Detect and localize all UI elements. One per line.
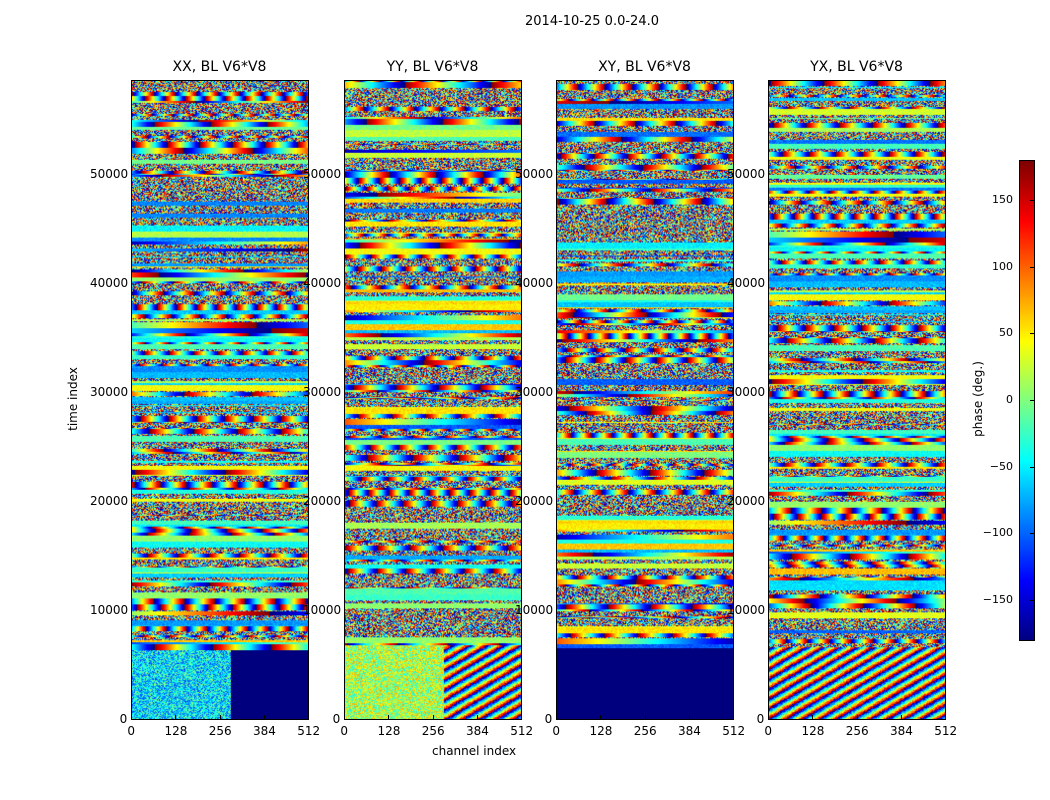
x-tick-label: 256 bbox=[421, 724, 445, 738]
x-tick-label: 128 bbox=[377, 724, 401, 738]
heatmap-panel-xx bbox=[131, 80, 309, 720]
x-tick-label: 512 bbox=[722, 724, 746, 738]
x-tick-mark bbox=[308, 715, 309, 719]
x-tick-mark bbox=[521, 715, 522, 719]
x-tick-label: 256 bbox=[845, 724, 869, 738]
y-tick-label: 30000 bbox=[90, 384, 129, 399]
x-tick-mark bbox=[432, 715, 434, 719]
heatmap-panel-yy bbox=[344, 80, 522, 720]
x-tick-mark bbox=[219, 715, 221, 719]
y-tick-label: 30000 bbox=[727, 384, 766, 399]
y-tick-label: 0 bbox=[332, 712, 341, 726]
figure-title: 2014-10-25 0.0-24.0 bbox=[525, 14, 659, 29]
y-tick-label: 50000 bbox=[90, 166, 129, 181]
y-tick-label: 10000 bbox=[303, 602, 342, 617]
y-tick-label: 10000 bbox=[90, 602, 129, 617]
x-tick-mark bbox=[263, 715, 265, 719]
y-tick-label: 0 bbox=[119, 712, 128, 726]
colorbar-tick-mark bbox=[1030, 466, 1034, 468]
panel-title: YX, BL V6*V8 bbox=[810, 59, 903, 75]
x-tick-mark bbox=[131, 715, 132, 719]
x-tick-mark bbox=[688, 715, 690, 719]
x-tick-label: 512 bbox=[934, 724, 958, 738]
x-tick-label: 256 bbox=[208, 724, 232, 738]
panel-title: XY, BL V6*V8 bbox=[598, 59, 691, 75]
colorbar-tick-mark bbox=[1030, 200, 1034, 201]
colorbar-tick-label: 150 bbox=[992, 193, 1013, 206]
heatmap-panel-yx bbox=[768, 80, 946, 720]
y-tick-label: 20000 bbox=[515, 493, 554, 508]
x-tick-mark bbox=[388, 715, 390, 719]
x-tick-label: 384 bbox=[465, 724, 489, 738]
y-axis-label: time index bbox=[66, 367, 80, 431]
x-tick-label: 512 bbox=[297, 724, 321, 738]
x-tick-label: 128 bbox=[801, 724, 825, 738]
x-tick-label: 512 bbox=[510, 724, 534, 738]
colorbar-tick-label: −50 bbox=[989, 459, 1013, 473]
colorbar-tick-mark bbox=[1030, 400, 1034, 401]
y-tick-label: 10000 bbox=[727, 602, 766, 617]
x-tick-label: 384 bbox=[889, 724, 913, 738]
colorbar-tick-label: −150 bbox=[982, 593, 1013, 606]
y-tick-label: 20000 bbox=[727, 493, 766, 508]
x-tick-mark bbox=[812, 715, 814, 719]
panel-title: XX, BL V6*V8 bbox=[172, 59, 267, 75]
x-tick-mark bbox=[344, 715, 345, 719]
y-tick-label: 20000 bbox=[303, 493, 342, 508]
x-tick-mark bbox=[600, 715, 602, 719]
colorbar-label: phase (deg.) bbox=[971, 361, 985, 437]
x-tick-mark bbox=[945, 715, 946, 719]
y-tick-label: 40000 bbox=[303, 275, 342, 290]
x-tick-mark bbox=[768, 715, 769, 719]
x-tick-label: 0 bbox=[764, 724, 773, 738]
x-tick-label: 0 bbox=[127, 724, 136, 738]
x-tick-mark bbox=[733, 715, 734, 719]
panel-title: YY, BL V6*V8 bbox=[386, 59, 479, 75]
x-axis-label: channel index bbox=[432, 744, 517, 758]
heatmap-panel-xy bbox=[556, 80, 734, 720]
colorbar-tick-mark bbox=[1030, 600, 1034, 601]
colorbar bbox=[1019, 160, 1035, 641]
x-tick-mark bbox=[856, 715, 858, 719]
y-tick-label: 20000 bbox=[90, 493, 129, 508]
x-tick-label: 384 bbox=[677, 724, 701, 738]
y-tick-label: 40000 bbox=[727, 275, 766, 290]
colorbar-tick-mark bbox=[1030, 333, 1034, 335]
colorbar-tick-mark bbox=[1030, 266, 1034, 268]
y-tick-label: 50000 bbox=[727, 166, 766, 181]
x-tick-mark bbox=[644, 715, 646, 719]
x-tick-label: 128 bbox=[164, 724, 188, 738]
y-tick-label: 40000 bbox=[515, 275, 554, 290]
y-tick-label: 30000 bbox=[303, 384, 342, 399]
x-tick-label: 128 bbox=[589, 724, 613, 738]
x-tick-mark bbox=[175, 715, 177, 719]
x-tick-label: 384 bbox=[252, 724, 276, 738]
x-tick-label: 0 bbox=[552, 724, 561, 738]
x-tick-label: 0 bbox=[340, 724, 349, 738]
y-tick-label: 40000 bbox=[90, 275, 129, 290]
colorbar-tick-label: 0 bbox=[1006, 393, 1013, 406]
y-tick-label: 0 bbox=[756, 712, 765, 726]
colorbar-tick-label: −100 bbox=[982, 526, 1013, 540]
colorbar-tick-mark bbox=[1030, 533, 1034, 535]
y-tick-label: 30000 bbox=[515, 384, 554, 399]
x-tick-mark bbox=[900, 715, 902, 719]
y-tick-label: 0 bbox=[544, 712, 553, 726]
colorbar-tick-label: 100 bbox=[992, 259, 1013, 273]
y-tick-label: 10000 bbox=[515, 602, 554, 617]
y-tick-label: 50000 bbox=[303, 166, 342, 181]
y-tick-label: 50000 bbox=[515, 166, 554, 181]
x-tick-mark bbox=[476, 715, 478, 719]
x-tick-label: 256 bbox=[633, 724, 657, 738]
colorbar-tick-label: 50 bbox=[999, 326, 1013, 340]
x-tick-mark bbox=[556, 715, 557, 719]
